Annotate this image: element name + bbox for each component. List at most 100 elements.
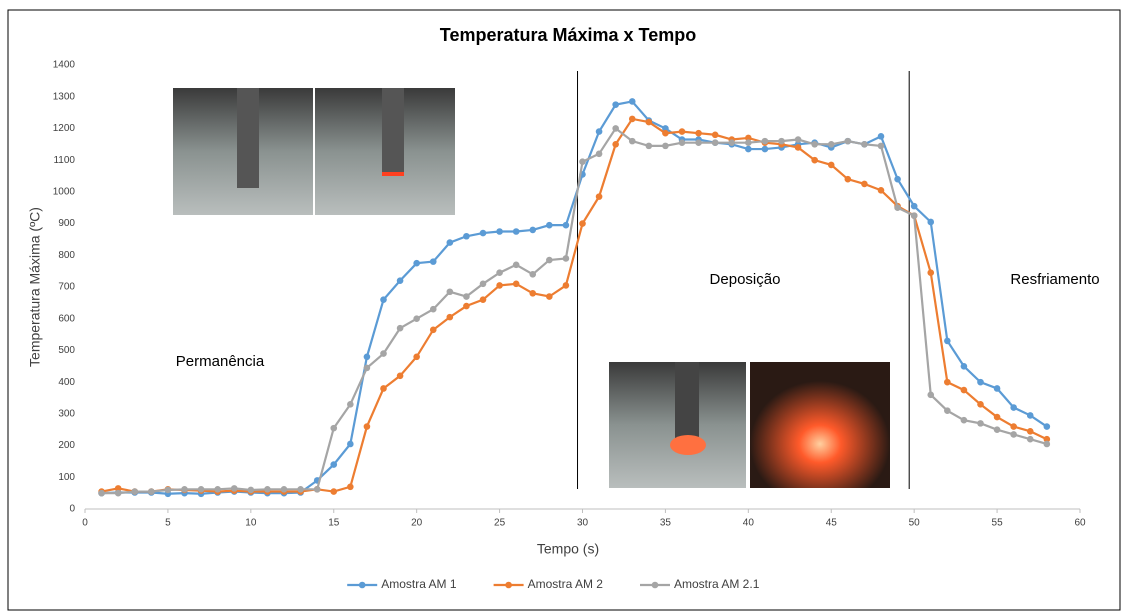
point <box>811 141 818 148</box>
point <box>413 353 420 360</box>
point <box>927 219 934 226</box>
chart-title: Temperatura Máxima x Tempo <box>440 25 696 45</box>
point <box>330 488 337 495</box>
point <box>397 373 404 380</box>
point <box>181 486 188 493</box>
x-tick-label: 5 <box>165 518 171 529</box>
point <box>961 387 968 394</box>
point <box>347 484 354 491</box>
point <box>330 425 337 432</box>
y-tick-label: 800 <box>58 250 75 261</box>
point <box>1010 431 1017 438</box>
point <box>330 461 337 468</box>
point <box>480 296 487 303</box>
point <box>629 98 636 105</box>
point <box>264 486 271 493</box>
point <box>795 144 802 151</box>
point <box>1010 404 1017 411</box>
point <box>911 203 918 210</box>
x-tick-label: 45 <box>826 518 838 529</box>
point <box>977 420 984 427</box>
point <box>828 162 835 169</box>
x-tick-label: 10 <box>245 518 257 529</box>
point <box>629 116 636 123</box>
point <box>944 407 951 414</box>
y-tick-label: 0 <box>69 504 75 515</box>
y-tick-label: 300 <box>58 408 75 419</box>
point <box>447 314 454 321</box>
legend-marker <box>505 582 512 589</box>
point <box>944 379 951 386</box>
point <box>811 157 818 164</box>
point <box>447 288 454 295</box>
point <box>662 143 669 150</box>
x-tick-label: 30 <box>577 518 589 529</box>
point <box>629 138 636 145</box>
point <box>1027 412 1034 419</box>
point <box>845 138 852 145</box>
point <box>596 128 603 135</box>
photo-tool <box>237 88 259 188</box>
point <box>579 220 586 227</box>
annotation: Deposição <box>710 271 781 288</box>
point <box>596 151 603 158</box>
point <box>546 293 553 300</box>
point <box>430 327 437 334</box>
y-tick-label: 900 <box>58 218 75 229</box>
point <box>878 143 885 150</box>
legend-label: Amostra AM 2.1 <box>674 577 760 591</box>
point <box>1044 441 1051 448</box>
point <box>513 262 520 269</box>
point <box>1027 436 1034 443</box>
x-tick-label: 25 <box>494 518 506 529</box>
y-tick-label: 1000 <box>53 186 76 197</box>
point <box>529 290 536 297</box>
legend: Amostra AM 1Amostra AM 2Amostra AM 2.1 <box>347 577 759 591</box>
point <box>563 222 570 229</box>
point <box>878 187 885 194</box>
point <box>861 181 868 188</box>
point <box>712 139 719 146</box>
point <box>596 193 603 200</box>
point <box>579 158 586 165</box>
point <box>646 143 653 150</box>
point <box>994 426 1001 433</box>
point <box>131 488 138 495</box>
point <box>529 271 536 278</box>
y-tick-label: 200 <box>58 440 75 451</box>
point <box>911 212 918 219</box>
point <box>778 138 785 145</box>
point <box>712 131 719 138</box>
x-tick-label: 40 <box>743 518 755 529</box>
legend-marker <box>652 582 659 589</box>
point <box>977 401 984 408</box>
point <box>165 487 172 494</box>
point <box>248 487 255 494</box>
point <box>646 119 653 126</box>
point <box>413 260 420 267</box>
point <box>529 227 536 234</box>
y-axis-title: Temperatura Máxima (ºC) <box>27 207 43 367</box>
point <box>861 141 868 148</box>
point <box>546 222 553 229</box>
point <box>662 130 669 137</box>
y-tick-label: 1200 <box>53 123 76 134</box>
annotation: Resfriamento <box>1010 271 1099 288</box>
point <box>397 325 404 332</box>
point <box>563 282 570 289</box>
x-tick-label: 20 <box>411 518 423 529</box>
point <box>480 230 487 237</box>
point <box>894 204 901 211</box>
point <box>944 338 951 345</box>
point <box>231 485 238 492</box>
y-tick-label: 700 <box>58 282 75 293</box>
point <box>430 258 437 265</box>
y-tick-label: 400 <box>58 377 75 388</box>
point <box>695 139 702 146</box>
point <box>961 363 968 370</box>
y-tick-label: 1100 <box>53 155 75 166</box>
point <box>480 281 487 288</box>
annotation: Permanência <box>176 353 265 370</box>
point <box>297 486 304 493</box>
point <box>380 296 387 303</box>
